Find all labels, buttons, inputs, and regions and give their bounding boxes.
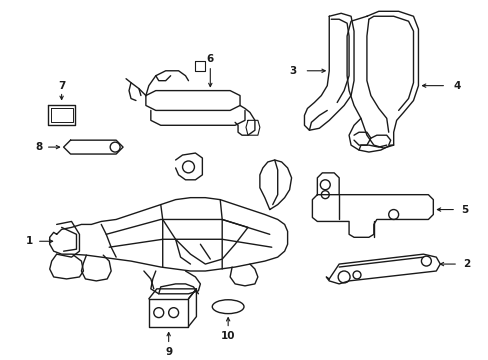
Text: 10: 10 — [221, 332, 235, 341]
Text: 4: 4 — [452, 81, 460, 91]
Text: 8: 8 — [35, 142, 42, 152]
Text: 3: 3 — [289, 66, 296, 76]
Text: 2: 2 — [462, 259, 469, 269]
Text: 7: 7 — [58, 81, 65, 91]
Text: 6: 6 — [206, 54, 213, 64]
Text: 1: 1 — [26, 236, 34, 246]
Text: 5: 5 — [460, 204, 468, 215]
Text: 9: 9 — [165, 347, 172, 357]
